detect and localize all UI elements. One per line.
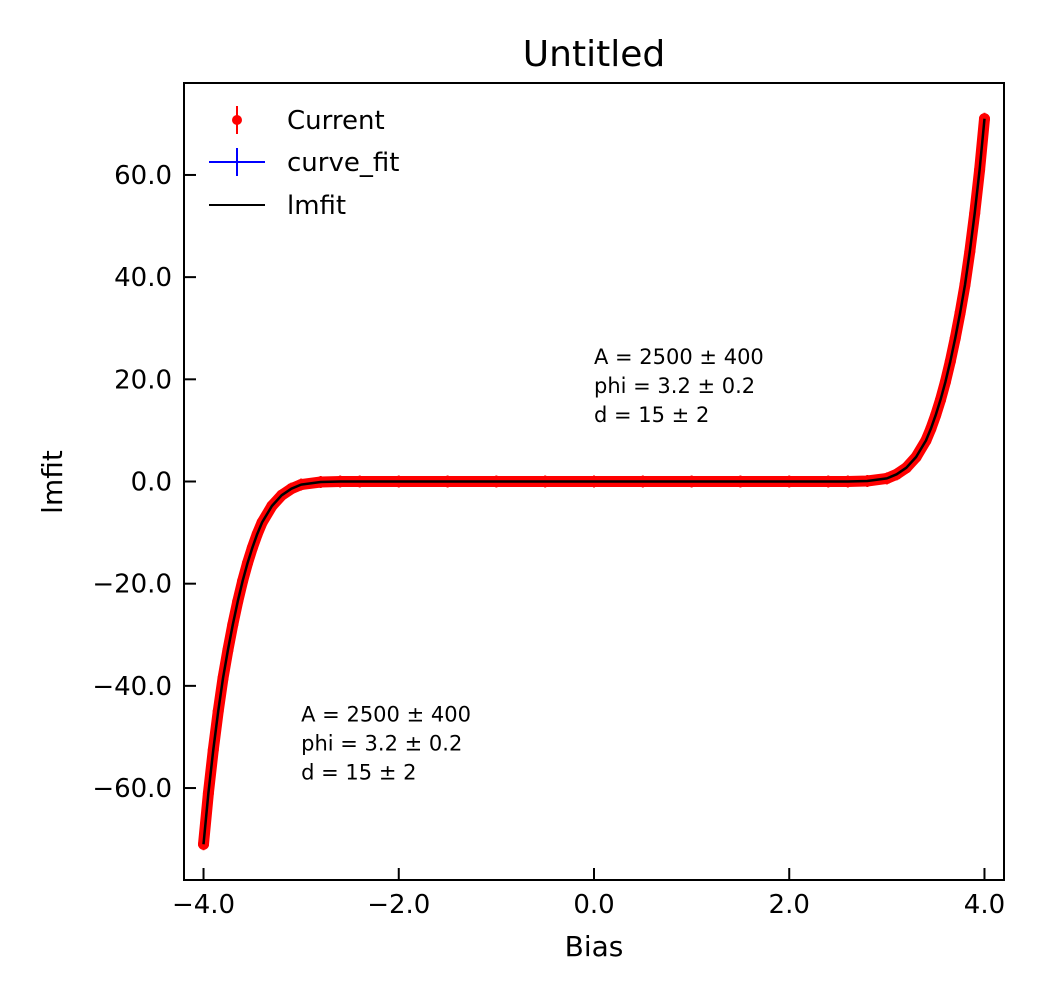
x-axis-label: Bias [565,930,624,963]
legend-entry-curve-fit: curve_fit [209,148,399,178]
current-point [198,838,210,850]
legend-label-lmfit: lmfit [287,191,346,221]
lmfit-line [202,118,986,845]
y-axis-label: lmfit [36,450,69,514]
annotation-line: d = 15 ± 2 [301,761,416,785]
x-tick-label: 2.0 [769,890,810,920]
legend-entry-current: Current [232,106,385,136]
plot-area [198,112,990,851]
y-tick-label: −20.0 [92,570,172,600]
annotation-line: A = 2500 ± 400 [594,345,764,369]
x-tick-label: 0.0 [573,890,614,920]
y-tick-label: 40.0 [114,263,172,293]
y-tick-label: 0.0 [131,468,172,498]
current-point [978,113,990,125]
x-tick-label: −2.0 [367,890,430,920]
annotation-line: phi = 3.2 ± 0.2 [301,732,462,756]
y-tick-label: 20.0 [114,365,172,395]
chart-title: Untitled [523,34,665,75]
annotation-line: d = 15 ± 2 [594,403,709,427]
axis-ticks: −4.0 −2.0 0.0 2.0 4.0 −60.0 −40.0 −20.0 0.0 20.0 4… [92,161,1005,920]
x-tick-label: 4.0 [964,890,1005,920]
legend-label-current: Current [287,106,385,136]
x-tick-label: −4.0 [172,890,235,920]
legend-entry-lmfit: lmfit [209,191,346,221]
legend: Current curve_fit lmfit [209,106,399,221]
legend-label-curve-fit: curve_fit [287,148,399,178]
y-tick-label: −60.0 [92,774,172,804]
y-tick-label: −40.0 [92,672,172,702]
annotation-line: phi = 3.2 ± 0.2 [594,374,755,398]
annotation-line: A = 2500 ± 400 [301,703,471,727]
annotations: A = 2500 ± 400 phi = 3.2 ± 0.2 d = 15 ± 2 A… [301,345,764,785]
y-tick-label: 60.0 [114,161,172,191]
